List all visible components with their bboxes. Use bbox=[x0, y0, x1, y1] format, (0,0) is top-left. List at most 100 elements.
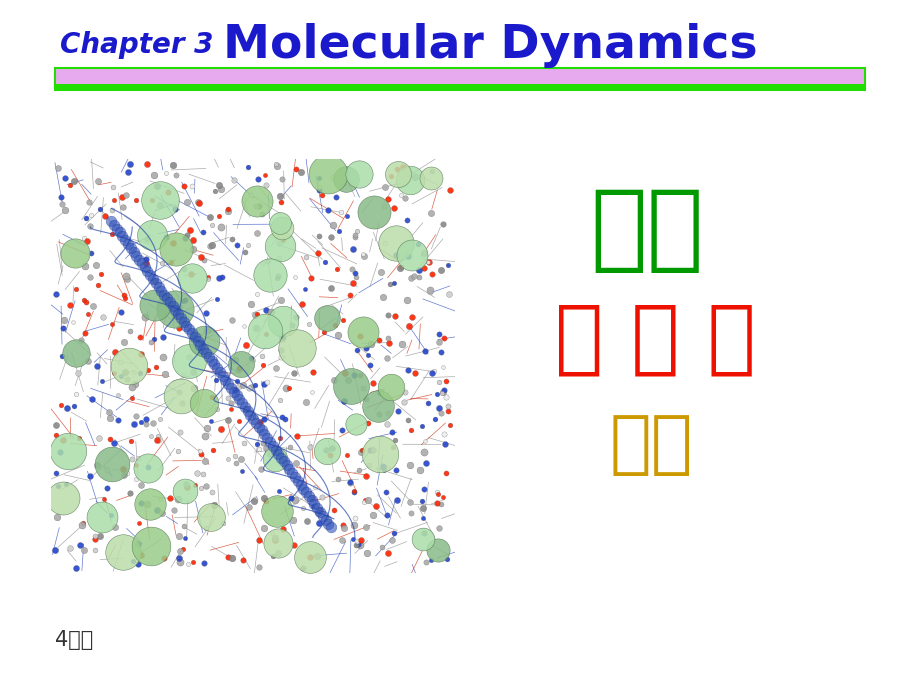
Point bbox=[137, 311, 152, 322]
Point bbox=[258, 495, 273, 506]
Point bbox=[49, 288, 63, 299]
Point bbox=[104, 510, 119, 521]
Point bbox=[199, 325, 214, 336]
Point bbox=[426, 366, 441, 377]
Point bbox=[414, 420, 428, 431]
Point bbox=[179, 230, 194, 241]
Point bbox=[150, 504, 165, 515]
Point bbox=[195, 469, 210, 480]
Point bbox=[417, 435, 432, 446]
Point bbox=[273, 395, 288, 406]
Point bbox=[101, 406, 116, 417]
Point bbox=[372, 387, 387, 398]
Point bbox=[242, 502, 256, 513]
Point bbox=[380, 407, 394, 418]
Point bbox=[399, 215, 414, 226]
Point bbox=[232, 364, 246, 375]
Point bbox=[151, 282, 165, 293]
Point bbox=[232, 362, 246, 373]
Point bbox=[53, 446, 68, 457]
Point bbox=[199, 523, 213, 534]
Point bbox=[174, 313, 188, 324]
Point bbox=[286, 367, 301, 378]
Point bbox=[189, 467, 204, 478]
Point bbox=[237, 402, 252, 413]
Point bbox=[273, 344, 288, 355]
Point bbox=[129, 250, 143, 262]
Point bbox=[251, 444, 266, 455]
Point bbox=[339, 210, 354, 221]
Point bbox=[272, 217, 287, 228]
Point bbox=[179, 482, 194, 493]
Point bbox=[171, 553, 186, 564]
Point bbox=[221, 453, 235, 464]
Point bbox=[273, 240, 288, 251]
Point bbox=[228, 458, 243, 469]
Point bbox=[105, 458, 119, 469]
Point bbox=[431, 376, 446, 387]
Point bbox=[267, 444, 282, 455]
Point bbox=[54, 399, 69, 410]
Point bbox=[171, 494, 186, 505]
Point bbox=[256, 428, 271, 440]
Text: 基础: 基础 bbox=[609, 411, 693, 478]
Point bbox=[312, 172, 326, 184]
Point bbox=[407, 172, 422, 183]
Point bbox=[403, 174, 417, 185]
Point bbox=[176, 370, 190, 381]
Point bbox=[203, 511, 218, 522]
Point bbox=[312, 506, 327, 518]
Point bbox=[312, 518, 326, 529]
Point bbox=[204, 486, 219, 497]
Point bbox=[109, 223, 124, 234]
Point bbox=[274, 351, 289, 362]
Point bbox=[429, 497, 444, 509]
Point bbox=[258, 179, 273, 190]
Point bbox=[173, 545, 187, 556]
Point bbox=[177, 295, 192, 306]
Point bbox=[102, 433, 117, 444]
Point bbox=[299, 396, 313, 407]
Point bbox=[250, 196, 265, 207]
Point bbox=[165, 159, 180, 170]
Point bbox=[429, 388, 444, 399]
Point bbox=[235, 380, 250, 391]
Point bbox=[129, 460, 143, 471]
Point bbox=[203, 415, 218, 426]
Point bbox=[77, 233, 92, 244]
Point bbox=[258, 328, 273, 339]
Point bbox=[386, 528, 401, 539]
Point bbox=[131, 518, 146, 529]
Point bbox=[211, 211, 226, 222]
Point bbox=[113, 371, 128, 382]
Point bbox=[371, 408, 386, 420]
Point bbox=[379, 352, 393, 363]
Point bbox=[124, 454, 139, 465]
Point bbox=[119, 274, 134, 285]
Point bbox=[366, 444, 380, 455]
Point bbox=[140, 499, 154, 510]
Point bbox=[83, 271, 97, 282]
Point bbox=[112, 227, 127, 238]
Point bbox=[192, 445, 207, 456]
Point bbox=[221, 415, 235, 426]
Point bbox=[259, 433, 274, 444]
Point bbox=[270, 270, 285, 282]
Point bbox=[263, 448, 278, 459]
Point bbox=[274, 452, 289, 463]
Point bbox=[164, 257, 178, 268]
Point bbox=[272, 190, 287, 201]
Point bbox=[342, 476, 357, 487]
Point bbox=[74, 334, 88, 345]
Point bbox=[204, 392, 219, 403]
Point bbox=[84, 248, 98, 259]
Point bbox=[147, 169, 162, 180]
Point bbox=[257, 325, 272, 336]
Point bbox=[87, 544, 102, 555]
Point bbox=[244, 190, 258, 201]
Point bbox=[153, 413, 167, 424]
Point bbox=[200, 273, 215, 284]
Point bbox=[334, 425, 348, 436]
Point bbox=[213, 423, 228, 434]
Point bbox=[424, 208, 438, 219]
